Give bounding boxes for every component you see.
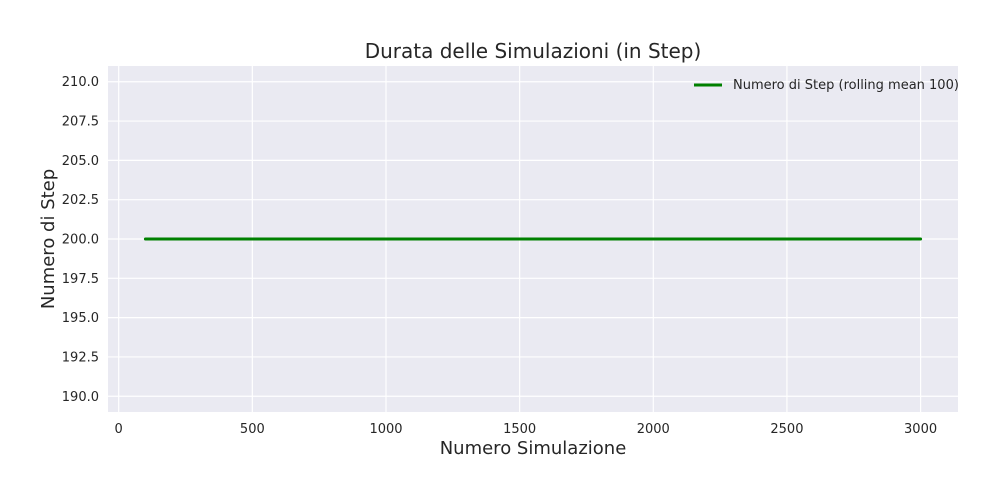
x-tick-label: 2500 <box>770 422 803 437</box>
y-tick-label: 190.0 <box>62 390 99 405</box>
y-tick-label: 195.0 <box>62 311 99 326</box>
y-axis-label: Numero di Step <box>38 169 59 309</box>
x-tick-label: 3000 <box>904 422 937 437</box>
chart-title: Durata delle Simulazioni (in Step) <box>365 39 702 63</box>
y-tick-label: 197.5 <box>62 272 99 287</box>
x-axis-label: Numero Simulazione <box>440 438 627 459</box>
x-tick-label: 1000 <box>369 422 402 437</box>
x-tick-label: 1500 <box>503 422 536 437</box>
legend: Numero di Step (rolling mean 100) <box>694 78 959 93</box>
x-tick-label: 0 <box>115 422 123 437</box>
y-tick-label: 210.0 <box>62 75 99 90</box>
y-tick-label: 192.5 <box>62 350 99 365</box>
legend-label: Numero di Step (rolling mean 100) <box>733 78 959 93</box>
y-tick-label: 202.5 <box>62 193 99 208</box>
x-tick-label: 2000 <box>637 422 670 437</box>
y-tick-label: 205.0 <box>62 154 99 169</box>
y-tick-label: 207.5 <box>62 115 99 130</box>
y-tick-labels: 190.0 192.5 195.0 197.5 200.0 202.5 205.0 207.5… <box>62 75 99 405</box>
x-tick-label: 500 <box>240 422 265 437</box>
x-tick-labels: 0 500 1000 1500 2000 2500 3000 <box>115 422 938 437</box>
y-tick-label: 200.0 <box>62 233 99 248</box>
